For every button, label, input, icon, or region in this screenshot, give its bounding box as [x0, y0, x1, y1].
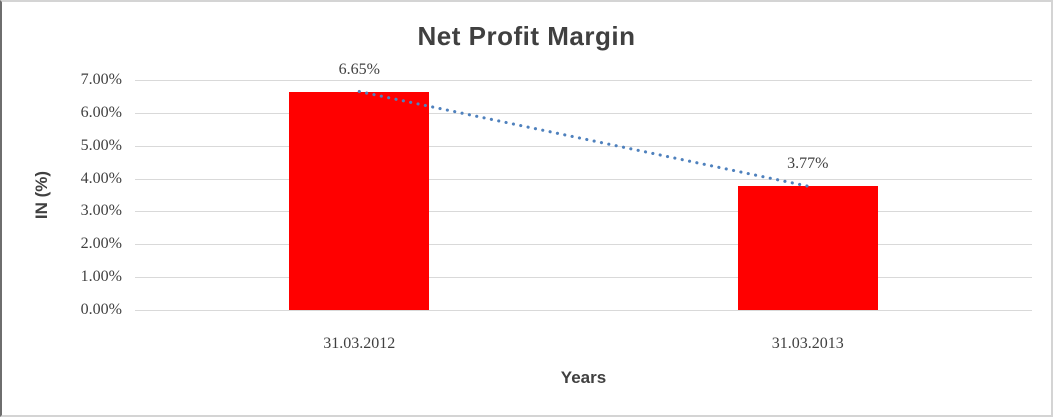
gridline	[135, 178, 1032, 180]
y-tick-label: 4.00%	[80, 169, 122, 187]
gridline	[135, 145, 1032, 147]
x-category-label: 31.03.2012	[323, 335, 396, 352]
y-tick-label: 5.00%	[80, 136, 122, 154]
bar-value-label: 6.65%	[338, 60, 380, 78]
plot-area	[135, 80, 1032, 311]
x-axis-title: Years	[560, 368, 607, 387]
gridline	[135, 112, 1032, 114]
y-tick-label: 2.00%	[80, 235, 122, 253]
bar	[289, 91, 430, 310]
y-tick-label: 7.00%	[80, 71, 122, 88]
bar-value-label: 3.77%	[787, 155, 829, 173]
x-category-label: 31.03.2013	[771, 335, 844, 352]
gridline	[135, 80, 1032, 81]
y-tick-label: 6.00%	[80, 103, 122, 121]
bar	[737, 186, 878, 310]
gridline	[135, 310, 1032, 311]
gridline	[135, 211, 1032, 213]
chart-title: Net Profit Margin	[417, 21, 636, 51]
y-tick-label: 0.00%	[80, 301, 122, 318]
gridline	[135, 244, 1032, 246]
gridline	[135, 277, 1032, 279]
y-tick-label: 3.00%	[80, 202, 122, 220]
y-tick-label: 1.00%	[80, 268, 122, 286]
